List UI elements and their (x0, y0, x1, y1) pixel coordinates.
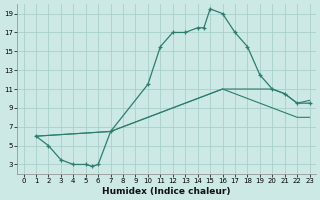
X-axis label: Humidex (Indice chaleur): Humidex (Indice chaleur) (102, 187, 231, 196)
